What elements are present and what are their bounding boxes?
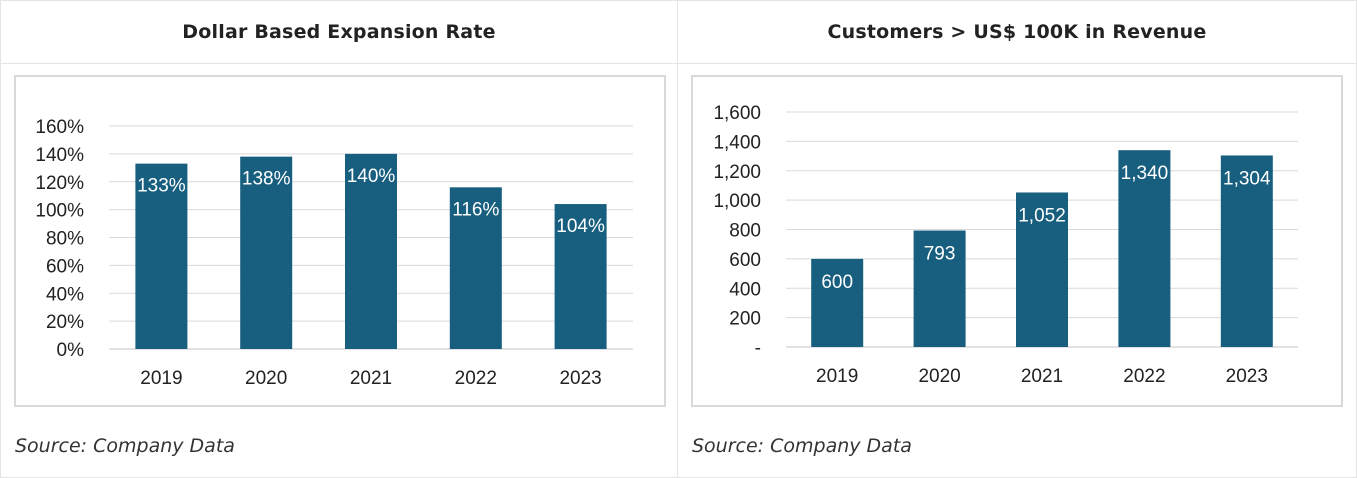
dber-ytick-label: 80% — [46, 229, 84, 250]
customers-bar — [1220, 155, 1273, 347]
dber-bar-value-label: 138% — [242, 169, 291, 190]
dber-bar-value-label: 140% — [347, 166, 396, 187]
dber-bar — [240, 156, 293, 349]
dber-chart-frame: 0% 20% 40% 60% 80% 100% 120% 140% 160% 133% 2019 13… — [14, 75, 666, 407]
dber-xtick-label: 2022 — [455, 368, 497, 389]
dber-xtick-label: 2020 — [245, 368, 287, 389]
customers-bar — [1016, 192, 1068, 347]
customers-bar-value-label: 600 — [821, 272, 853, 293]
dber-ytick-label: 140% — [35, 145, 84, 166]
dber-ytick-label: 40% — [46, 284, 84, 305]
dber-ytick-label: 120% — [35, 173, 84, 194]
customers-xtick-label: 2021 — [1021, 366, 1063, 387]
customers-bar-value-label: 793 — [924, 244, 956, 265]
dber-bar — [449, 187, 502, 349]
customers-ytick-label: 400 — [729, 279, 761, 300]
dber-bar-value-label: 116% — [452, 199, 499, 220]
customers-ytick-label: 600 — [729, 250, 761, 271]
dber-bar-value-label: 133% — [137, 176, 186, 197]
customers-ytick-label: 1,400 — [713, 132, 761, 153]
customers-bar-value-label: 1,340 — [1121, 163, 1169, 184]
dber-bar-value-label: 104% — [556, 216, 605, 237]
customers-xtick-label: 2020 — [918, 366, 960, 387]
dber-bar — [135, 163, 188, 349]
customers-ytick-label: 1,600 — [713, 103, 761, 124]
dber-ytick-label: 0% — [57, 340, 85, 361]
dber-header: Dollar Based Expansion Rate — [1, 1, 677, 64]
dber-bar — [345, 153, 397, 349]
customers-bar-value-label: 1,304 — [1223, 168, 1271, 189]
dber-source: Source: Company Data — [15, 435, 235, 457]
customers-bar-value-label: 1,052 — [1018, 205, 1066, 226]
customers-chart: - 200 400 600 800 1,000 1,200 1,400 1,600 600 2019… — [713, 103, 1298, 387]
dber-ytick-label: 100% — [35, 201, 84, 222]
customers-panel: Customers > US$ 100K in Revenue - 200 400 6… — [678, 1, 1356, 477]
customers-ytick-label: 800 — [729, 221, 761, 242]
customers-header: Customers > US$ 100K in Revenue — [678, 1, 1356, 64]
dber-bar — [554, 204, 607, 349]
dber-xtick-label: 2019 — [140, 368, 182, 389]
customers-bar — [811, 258, 864, 347]
customers-xtick-label: 2022 — [1123, 366, 1165, 387]
dber-ytick-label: 20% — [46, 312, 84, 333]
dber-panel: Dollar Based Expansion Rate 0% 20% 40% 60% 8… — [1, 1, 678, 477]
dber-ytick-label: 60% — [46, 256, 84, 277]
dber-xtick-label: 2021 — [350, 368, 392, 389]
customers-ytick-label: - — [755, 338, 761, 359]
customers-ytick-label: 1,200 — [713, 162, 761, 183]
customers-bar — [1118, 150, 1171, 347]
customers-chart-frame: - 200 400 600 800 1,000 1,200 1,400 1,600 600 2019… — [691, 75, 1343, 407]
customers-source: Source: Company Data — [692, 435, 912, 457]
customers-xtick-label: 2023 — [1226, 366, 1268, 387]
dber-ytick-label: 160% — [35, 117, 84, 138]
customers-xtick-label: 2019 — [816, 366, 858, 387]
dber-chart: 0% 20% 40% 60% 80% 100% 120% 140% 160% 133% 2019 13… — [35, 117, 633, 389]
customers-ytick-label: 1,000 — [713, 191, 761, 212]
customers-ytick-label: 200 — [729, 309, 761, 330]
customers-bar — [913, 230, 966, 347]
dber-xtick-label: 2023 — [559, 368, 601, 389]
